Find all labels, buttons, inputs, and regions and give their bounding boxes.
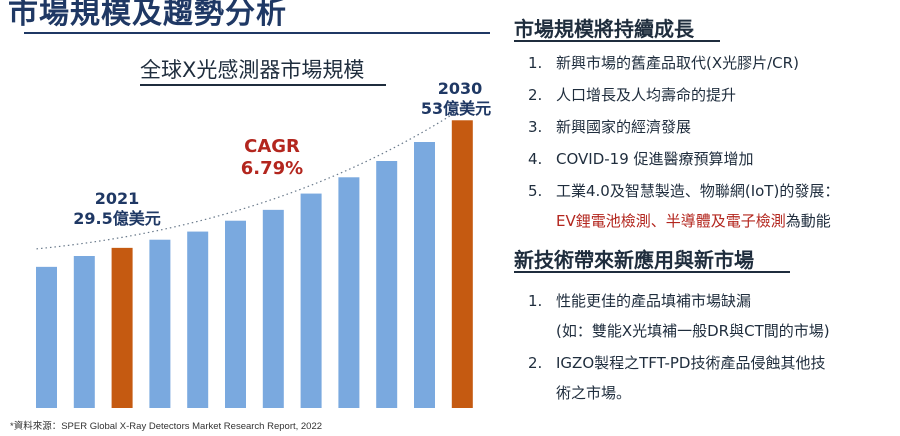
cagr-value: 6.79%: [241, 158, 303, 179]
title-divider: [24, 32, 490, 34]
list-item-continuation: EV鋰電池檢測、半導體及電子檢測為動能: [556, 212, 831, 230]
list-item: 5. 工業4.0及智慧製造、物聯網(IoT)的發展：: [528, 182, 840, 200]
bar-2029: [414, 142, 435, 408]
list-item: 2. 人口增長及人均壽命的提升: [528, 86, 737, 104]
list-item-continuation: 術之市場。: [556, 384, 632, 402]
bar-2021: [111, 247, 133, 408]
list-item: 1. 性能更佳的產品填補市場缺漏: [528, 292, 752, 310]
bar-2024: [225, 220, 246, 408]
section1-underline: [514, 40, 720, 42]
chart-title: 全球X光感測器市場規模: [140, 58, 365, 82]
market-size-chart: 2021 29.5億美元 CAGR 6.79% 2030 53億美元: [36, 79, 491, 409]
page-title: 市場規模及趨勢分析: [8, 0, 287, 31]
cagr-label: CAGR: [244, 136, 300, 157]
start-year-label: 2021: [95, 189, 140, 208]
section1-heading: 市場規模將持續成長: [514, 17, 694, 41]
bar-2025: [262, 209, 284, 408]
bar-2028: [376, 161, 398, 408]
section2-heading: 新技術帶來新應用與新市場: [514, 248, 754, 272]
bar-2019: [36, 266, 57, 408]
bar-2022: [149, 239, 171, 408]
start-value-label: 29.5億美元: [73, 209, 160, 228]
bar-2023: [187, 231, 209, 408]
list-item: 2. IGZO製程之TFT-PD技術產品侵蝕其他技: [528, 354, 826, 372]
bar-2020: [73, 256, 95, 408]
list-item: 3. 新興國家的經濟發展: [528, 118, 692, 136]
bar-2027: [338, 177, 360, 408]
end-year-label: 2030: [438, 79, 483, 98]
list-item: 1. 新興市場的舊產品取代(X光膠片/CR): [528, 54, 799, 72]
source-note: *資料來源：SPER Global X-Ray Detectors Market…: [10, 421, 323, 432]
section2-underline: [514, 271, 790, 273]
bar-2026: [300, 193, 322, 408]
list-item: 4. COVID-19 促進醫療預算增加: [528, 150, 754, 168]
bars-group: [36, 120, 473, 409]
bar-2030: [451, 120, 473, 409]
chart-title-underline: [140, 84, 386, 86]
end-value-label: 53億美元: [421, 99, 491, 118]
list-item-continuation: (如：雙能X光填補一般DR與CT間的市場): [556, 322, 830, 340]
